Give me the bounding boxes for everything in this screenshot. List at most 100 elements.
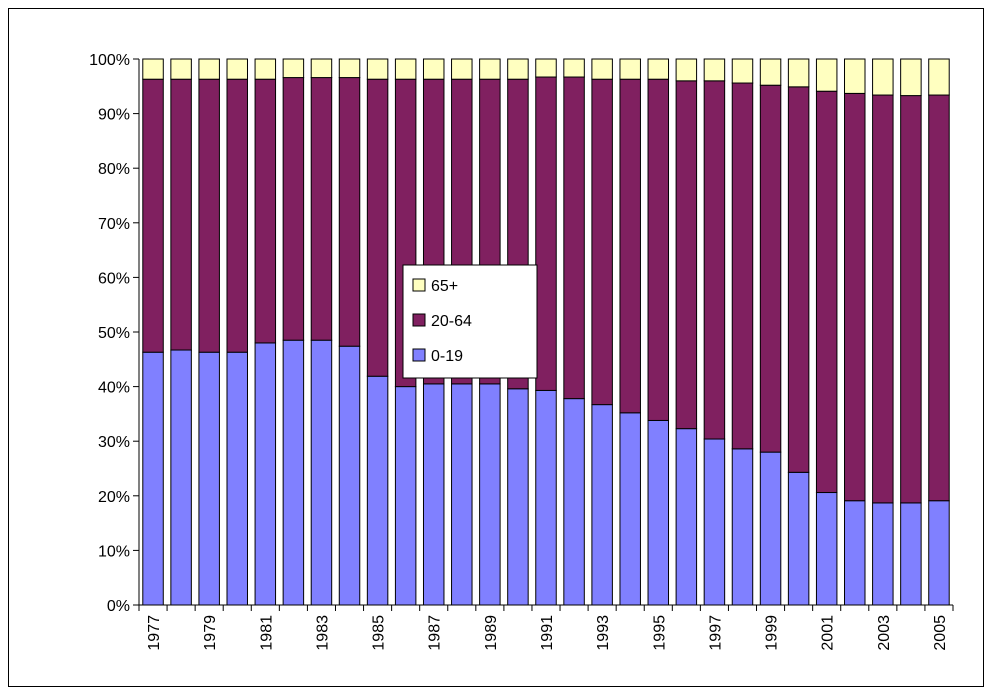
bar-65plus-1984 — [338, 58, 361, 79]
bar-65plus-1986 — [394, 58, 417, 80]
bar-20-64-1999 — [759, 84, 782, 453]
bar-65plus-1997 — [703, 58, 726, 82]
y-tick-label: 100% — [89, 52, 130, 69]
bar-20-64-1983 — [310, 77, 333, 341]
bar-20-64-1993 — [591, 78, 613, 406]
y-tick-label: 10% — [98, 543, 130, 560]
x-tick-label: 1977 — [146, 615, 163, 651]
bar-0-19-2001 — [815, 492, 838, 606]
bar-0-19-1987 — [422, 383, 445, 606]
bar-20-64-1998 — [731, 82, 754, 450]
bar-65plus-1985 — [366, 58, 389, 80]
bar-65plus-2002 — [844, 58, 866, 94]
bar-0-19-1997 — [703, 438, 726, 606]
bar-0-19-1993 — [591, 404, 613, 606]
y-tick-label: 0% — [107, 598, 130, 615]
bar-20-64-2005 — [928, 94, 950, 502]
bar-65plus-1992 — [563, 58, 585, 78]
bar-0-19-1995 — [647, 419, 670, 606]
bar-65plus-1999 — [759, 58, 782, 86]
x-tick-label: 1991 — [539, 615, 556, 651]
bar-0-19-1992 — [563, 398, 585, 606]
bar-65plus-1994 — [619, 58, 641, 80]
bar-65plus-1998 — [731, 58, 754, 84]
y-tick-label: 90% — [98, 107, 130, 124]
bar-20-64-1992 — [563, 76, 585, 400]
bar-65plus-2001 — [815, 58, 838, 92]
legend-swatch-20-64 — [412, 313, 426, 327]
bar-0-19-1980 — [226, 351, 248, 606]
x-tick-label: 1987 — [427, 615, 444, 651]
bar-20-64-1978 — [170, 78, 192, 351]
bar-20-64-1994 — [619, 78, 641, 414]
bar-20-64-1982 — [282, 77, 305, 341]
bar-0-19-1989 — [479, 383, 501, 606]
bar-65plus-2000 — [787, 58, 810, 88]
x-tick-label: 1981 — [258, 615, 275, 651]
bar-0-19-1986 — [394, 386, 417, 606]
bar-20-64-1996 — [675, 80, 698, 430]
x-tick-label: 2005 — [932, 615, 949, 651]
bar-20-64-1997 — [703, 80, 726, 440]
bar-0-19-1985 — [366, 375, 389, 606]
bar-65plus-1993 — [591, 58, 613, 80]
bar-20-64-2001 — [815, 90, 838, 494]
legend-swatch-65plus — [412, 278, 426, 292]
bar-0-19-1996 — [675, 428, 698, 606]
y-tick-label: 40% — [98, 380, 130, 397]
bar-0-19-1990 — [507, 388, 529, 606]
bar-65plus-1979 — [198, 58, 220, 80]
bar-0-19-2002 — [844, 500, 866, 606]
bar-20-64-1979 — [198, 78, 220, 353]
x-tick-label: 1997 — [707, 615, 724, 651]
bar-0-19-1983 — [310, 339, 333, 606]
bar-65plus-1990 — [507, 58, 529, 80]
bar-65plus-1983 — [310, 58, 333, 79]
bar-20-64-1981 — [254, 78, 277, 344]
bar-65plus-1987 — [422, 58, 445, 80]
bar-0-19-1982 — [282, 339, 305, 606]
y-tick-label: 70% — [98, 216, 130, 233]
bar-65plus-1981 — [254, 58, 277, 80]
bar-0-19-1988 — [451, 383, 473, 606]
bar-0-19-2005 — [928, 500, 950, 606]
x-tick-label: 1985 — [371, 615, 388, 651]
bar-65plus-1978 — [170, 58, 192, 80]
bar-0-19-1994 — [619, 412, 641, 606]
x-tick-label: 1989 — [483, 615, 500, 651]
bar-0-19-1977 — [142, 351, 164, 606]
bar-65plus-1991 — [535, 58, 557, 78]
bar-0-19-1998 — [731, 448, 754, 606]
bar-0-19-1981 — [254, 342, 277, 606]
bar-65plus-2003 — [872, 58, 894, 96]
bar-0-19-2004 — [900, 502, 922, 606]
bar-65plus-1989 — [479, 58, 501, 80]
x-tick-label: 1993 — [595, 615, 612, 651]
legend-swatch-0-19 — [412, 348, 426, 362]
x-tick-label: 2001 — [820, 615, 837, 651]
bar-20-64-1980 — [226, 78, 248, 353]
bar-0-19-1991 — [535, 389, 557, 606]
bar-65plus-1982 — [282, 58, 305, 79]
bar-65plus-1980 — [226, 58, 248, 80]
y-tick-label: 20% — [98, 489, 130, 506]
bar-20-64-2003 — [872, 94, 894, 504]
bar-65plus-1996 — [675, 58, 698, 82]
bar-0-19-2000 — [787, 471, 810, 606]
x-tick-label: 2003 — [876, 615, 893, 651]
bar-20-64-2004 — [900, 95, 922, 504]
bar-20-64-1991 — [535, 76, 557, 391]
bar-0-19-1999 — [759, 451, 782, 606]
bar-20-64-1977 — [142, 78, 164, 353]
bar-0-19-2003 — [872, 502, 894, 606]
bar-0-19-1978 — [170, 349, 192, 606]
bar-20-64-1995 — [647, 78, 670, 421]
y-tick-label: 60% — [98, 270, 130, 287]
bar-0-19-1984 — [338, 345, 361, 606]
bar-20-64-2000 — [787, 86, 810, 473]
x-tick-label: 1983 — [314, 615, 331, 651]
y-tick-label: 30% — [98, 434, 130, 451]
x-tick-label: 1995 — [651, 615, 668, 651]
legend-label-20-64: 20-64 — [431, 313, 472, 330]
